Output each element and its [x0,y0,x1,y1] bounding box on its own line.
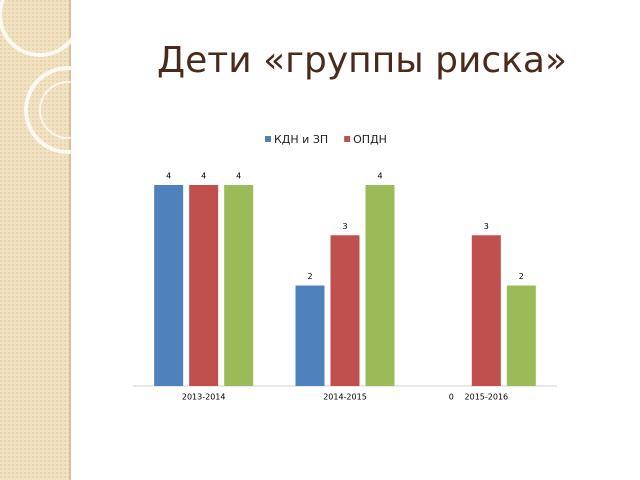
data-label: 4 [166,172,171,181]
bar [330,235,360,386]
slide-title: Дети «группы риска» [157,40,567,81]
decoration [0,0,112,480]
data-label: 3 [342,222,347,231]
legend-swatch [344,136,351,142]
bar [471,235,501,386]
x-tick-label: 2013-2014 [182,393,226,402]
bar [295,285,325,386]
legend-label: ОПДН [353,133,387,146]
data-label: 3 [484,222,489,231]
x-tick-label: 2015-2016 [465,393,509,402]
bar [154,185,184,386]
data-label: 4 [201,172,206,181]
bar [224,185,254,386]
x-tick-label: 2014-2015 [323,393,367,402]
data-label: 2 [307,272,312,281]
bar [189,185,219,386]
bar [365,185,395,386]
legend-label: КДН и ЗП [274,133,328,146]
data-label: 2 [519,272,524,281]
bar [506,285,536,386]
data-label: 4 [236,172,241,181]
data-label: 4 [377,172,382,181]
legend-swatch [265,136,271,142]
data-label: 0 [449,393,454,402]
